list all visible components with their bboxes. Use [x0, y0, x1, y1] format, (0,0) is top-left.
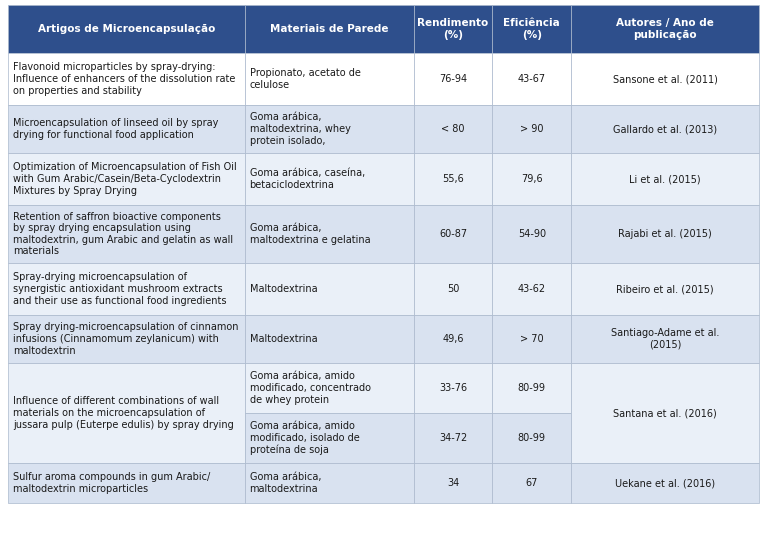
Bar [571, 263, 759, 315]
Bar [413, 463, 492, 503]
Bar [413, 53, 492, 105]
Bar [571, 105, 759, 153]
Text: 34-72: 34-72 [439, 433, 467, 443]
Bar [492, 5, 571, 53]
Text: 33-76: 33-76 [439, 383, 467, 393]
Bar [571, 5, 759, 53]
Text: 50: 50 [447, 284, 459, 294]
Text: Santiago-Adame et al.
(2015): Santiago-Adame et al. (2015) [611, 328, 719, 350]
Bar [8, 463, 245, 503]
Text: Sansone et al. (2011): Sansone et al. (2011) [613, 74, 718, 84]
Text: Santana et al. (2016): Santana et al. (2016) [614, 408, 717, 418]
Text: 55,6: 55,6 [442, 174, 464, 184]
Bar [245, 53, 413, 105]
Text: Optimization of Microencapsulation of Fish Oil
with Gum Arabic/Casein/Beta-Cyclo: Optimization of Microencapsulation of Fi… [13, 163, 237, 196]
Text: 43-62: 43-62 [518, 284, 546, 294]
Text: Sulfur aroma compounds in gum Arabic/
maltodextrin microparticles: Sulfur aroma compounds in gum Arabic/ ma… [13, 472, 210, 494]
Text: 49,6: 49,6 [443, 334, 464, 344]
Bar [413, 105, 492, 153]
Text: Ribeiro et al. (2015): Ribeiro et al. (2015) [617, 284, 714, 294]
Bar [413, 153, 492, 205]
Bar [8, 205, 245, 263]
Bar [571, 53, 759, 105]
Bar [245, 315, 413, 363]
Bar [492, 53, 571, 105]
Bar [8, 315, 245, 363]
Text: Artigos de Microencapsulação: Artigos de Microencapsulação [38, 24, 215, 34]
Text: Goma arábica,
maltodextrina e gelatina: Goma arábica, maltodextrina e gelatina [249, 223, 370, 245]
Bar [492, 105, 571, 153]
Bar [8, 5, 245, 53]
Bar [245, 413, 413, 463]
Bar [492, 153, 571, 205]
Bar [245, 263, 413, 315]
Text: 76-94: 76-94 [439, 74, 467, 84]
Bar [245, 105, 413, 153]
Bar [492, 363, 571, 413]
Bar [492, 463, 571, 503]
Bar [8, 153, 245, 205]
Bar [492, 263, 571, 315]
Text: 67: 67 [525, 478, 538, 488]
Text: Microencapsulation of linseed oil by spray
drying for functional food applicatio: Microencapsulation of linseed oil by spr… [13, 118, 219, 140]
Bar [245, 463, 413, 503]
Bar [245, 153, 413, 205]
Text: Maltodextrina: Maltodextrina [249, 334, 318, 344]
Text: Goma arábica,
maltodextrina, whey
protein isolado,: Goma arábica, maltodextrina, whey protei… [249, 112, 351, 145]
Bar [571, 363, 759, 463]
Bar [413, 205, 492, 263]
Text: 54-90: 54-90 [518, 229, 546, 239]
Text: Eficiência
(%): Eficiência (%) [503, 18, 560, 40]
Text: Goma arábica,
maltodextrina: Goma arábica, maltodextrina [249, 472, 321, 494]
Bar [245, 5, 413, 53]
Text: Gallardo et al. (2013): Gallardo et al. (2013) [613, 124, 717, 134]
Bar [492, 413, 571, 463]
Bar [413, 363, 492, 413]
Text: Autores / Ano de
publicação: Autores / Ano de publicação [616, 18, 714, 40]
Bar [413, 263, 492, 315]
Bar [413, 5, 492, 53]
Text: Influence of different combinations of wall
materials on the microencapsulation : Influence of different combinations of w… [13, 397, 234, 430]
Text: Rajabi et al. (2015): Rajabi et al. (2015) [618, 229, 712, 239]
Text: 34: 34 [447, 478, 459, 488]
Bar [413, 413, 492, 463]
Text: 80-99: 80-99 [518, 383, 546, 393]
Text: Spray-drying microencapsulation of
synergistic antioxidant mushroom extracts
and: Spray-drying microencapsulation of syner… [13, 273, 226, 306]
Bar [492, 315, 571, 363]
Bar [245, 205, 413, 263]
Text: Goma arábica, amido
modificado, isolado de
proteína de soja: Goma arábica, amido modificado, isolado … [249, 421, 359, 455]
Bar [492, 205, 571, 263]
Bar [571, 153, 759, 205]
Text: Propionato, acetato de
celulose: Propionato, acetato de celulose [249, 68, 360, 90]
Text: Materiais de Parede: Materiais de Parede [270, 24, 388, 34]
Text: 43-67: 43-67 [518, 74, 546, 84]
Bar [8, 53, 245, 105]
Text: 79,6: 79,6 [521, 174, 542, 184]
Text: Goma arábica, amido
modificado, concentrado
de whey protein: Goma arábica, amido modificado, concentr… [249, 372, 370, 405]
Text: 60-87: 60-87 [439, 229, 467, 239]
Bar [413, 315, 492, 363]
Text: Li et al. (2015): Li et al. (2015) [629, 174, 701, 184]
Bar [571, 205, 759, 263]
Text: Uekane et al. (2016): Uekane et al. (2016) [615, 478, 715, 488]
Bar [8, 263, 245, 315]
Bar [8, 363, 245, 463]
Bar [8, 105, 245, 153]
Text: 80-99: 80-99 [518, 433, 546, 443]
Bar [571, 315, 759, 363]
Text: > 70: > 70 [520, 334, 544, 344]
Text: Maltodextrina: Maltodextrina [249, 284, 318, 294]
Text: > 90: > 90 [520, 124, 544, 134]
Text: Rendimento
(%): Rendimento (%) [417, 18, 489, 40]
Bar [571, 463, 759, 503]
Text: Spray drying-microencapsulation of cinnamon
infusions (Cinnamomum zeylanicum) wi: Spray drying-microencapsulation of cinna… [13, 322, 239, 356]
Text: Flavonoid microparticles by spray-drying:
Influence of enhancers of the dissolut: Flavonoid microparticles by spray-drying… [13, 62, 235, 96]
Text: Goma arábica, caseína,
betaciclodextrina: Goma arábica, caseína, betaciclodextrina [249, 168, 365, 190]
Bar [245, 363, 413, 413]
Text: < 80: < 80 [441, 124, 465, 134]
Text: Retention of saffron bioactive components
by spray drying encapsulation using
ma: Retention of saffron bioactive component… [13, 212, 233, 257]
